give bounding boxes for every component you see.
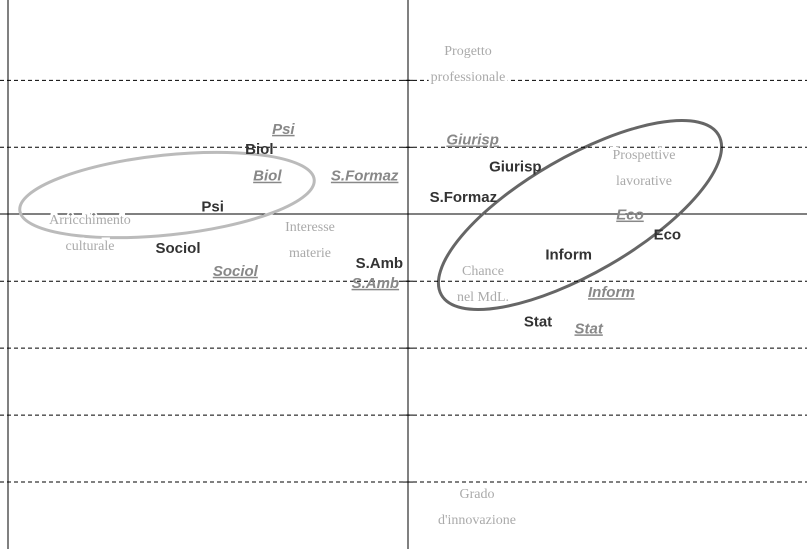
- annotation: lavorative: [616, 174, 672, 189]
- point-label: Biol: [253, 168, 282, 185]
- group-ellipse: [436, 119, 724, 311]
- point-label: S.Amb: [356, 255, 404, 272]
- annotation: Grado: [460, 487, 495, 502]
- annotation: professionale: [431, 70, 506, 85]
- point-label: Sociol: [213, 263, 259, 280]
- point-label: S.Amb: [352, 275, 400, 292]
- point-label: Inform: [588, 284, 635, 301]
- annotation: Interesse: [285, 220, 335, 235]
- point-label: Sociol: [155, 240, 200, 257]
- point-label: Biol: [245, 141, 273, 158]
- annotation: Chance: [462, 264, 504, 279]
- point-label: S.Formaz: [331, 168, 399, 185]
- point-label: Giurisp: [446, 132, 499, 149]
- annotation: Arricchimento: [49, 213, 131, 228]
- annotation: materie: [289, 246, 331, 261]
- annotation: Progetto: [444, 44, 491, 59]
- point-label: Stat: [524, 314, 552, 331]
- point-label: Psi: [201, 199, 224, 216]
- annotation: nel MdL.: [457, 290, 509, 305]
- point-label: Giurisp: [489, 158, 542, 175]
- point-label: S.Formaz: [430, 189, 498, 206]
- point-label: Inform: [545, 247, 592, 264]
- point-label: Eco: [654, 227, 682, 244]
- point-label: Stat: [574, 320, 603, 337]
- group-ellipse: [18, 150, 316, 240]
- annotation: Prospettive: [613, 148, 676, 163]
- annotation: d'innovazione: [438, 513, 516, 528]
- annotation: culturale: [66, 239, 115, 254]
- point-label: Eco: [616, 207, 644, 224]
- point-label: Psi: [272, 121, 295, 138]
